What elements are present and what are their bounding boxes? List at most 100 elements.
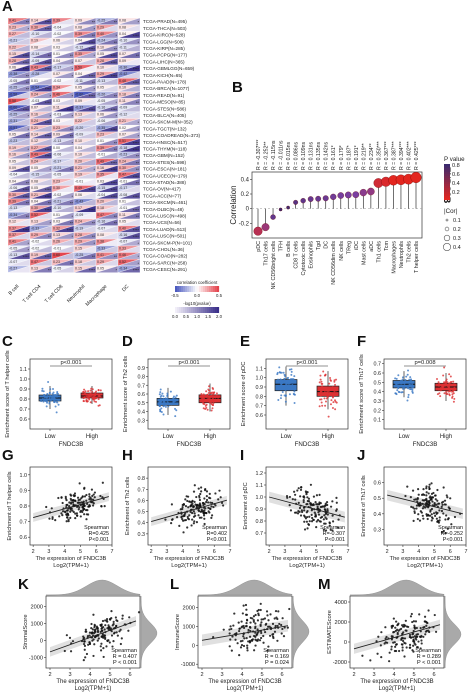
data-point <box>94 630 97 633</box>
data-point <box>200 508 203 511</box>
data-point <box>315 503 318 506</box>
data-point <box>443 499 447 502</box>
data-point <box>273 617 276 620</box>
heatmap-value-label: 0.27 <box>31 146 38 150</box>
legend-color-step <box>193 307 196 313</box>
data-point <box>428 485 431 489</box>
data-point <box>425 624 428 627</box>
correlation-annotation: R = 0.234** <box>369 143 375 170</box>
data-point <box>269 613 272 616</box>
heatmap-value-label: 0.29 <box>97 260 104 264</box>
heatmap-significance-stars: ** <box>136 167 140 172</box>
heatmap-value-label: -0.13 <box>53 139 61 143</box>
heatmap-value-label: 0.05 <box>97 86 104 90</box>
cancer-type-label: TCGA-ACC(N=77) <box>143 193 182 198</box>
plot-frame <box>147 466 231 546</box>
data-point <box>279 378 282 381</box>
data-point <box>212 636 215 639</box>
data-point <box>432 512 436 515</box>
data-point <box>56 390 59 393</box>
marginal-density-x <box>349 579 445 596</box>
y-tick-label: 0.5 <box>138 401 146 407</box>
cancer-type-label: TCGA-BLCA(N=405) <box>143 113 186 118</box>
heatmap-significance-stars: * <box>27 26 29 31</box>
data-point <box>320 515 324 519</box>
data-point <box>425 514 429 517</box>
data-point <box>211 400 214 403</box>
data-point <box>197 504 200 507</box>
y-tick-label: 1.0 <box>256 376 264 382</box>
cell-type-label: Macrophages <box>391 241 397 274</box>
y-tick-label: 0.7 <box>374 362 382 368</box>
data-point <box>85 499 88 502</box>
heatmap-significance-stars: ** <box>48 268 52 273</box>
correlation-stat: Spearman <box>84 525 109 531</box>
data-point <box>407 387 410 390</box>
heatmap-significance-stars: ** <box>136 154 140 159</box>
data-point <box>290 373 293 376</box>
heatmap-significance-stars: ** <box>92 33 96 38</box>
p-value-label: p<0.001 <box>178 360 199 366</box>
data-point <box>245 637 248 640</box>
data-point <box>324 373 327 376</box>
data-point <box>412 620 416 623</box>
data-point <box>411 380 414 383</box>
legend-size-circle <box>445 218 449 222</box>
data-point <box>416 646 419 649</box>
heatmap-value-label: 0.13 <box>75 112 82 116</box>
data-point <box>230 649 233 652</box>
data-point <box>276 624 279 628</box>
data-point <box>425 485 428 488</box>
heatmap-value-label: -0.35 <box>97 126 105 130</box>
data-point <box>91 504 95 507</box>
data-point <box>306 515 309 519</box>
data-point <box>96 393 99 396</box>
heatmap-value-label: -0.17 <box>119 186 127 190</box>
data-point <box>400 643 403 646</box>
data-point <box>228 628 231 631</box>
heatmap-value-label: 0.29 <box>31 233 38 237</box>
y-tick-label: 0.9 <box>256 385 264 391</box>
heatmap-value-label: -0.04 <box>97 193 105 197</box>
data-point <box>426 517 429 521</box>
data-point <box>437 502 440 505</box>
data-point <box>296 512 300 515</box>
data-point <box>446 527 449 530</box>
data-point <box>220 501 224 504</box>
data-point <box>208 397 211 400</box>
data-point <box>76 501 79 504</box>
data-point <box>422 635 425 638</box>
data-point <box>394 377 397 380</box>
heatmap-value-label: 0.41 <box>9 19 16 23</box>
data-point <box>452 400 455 403</box>
heatmap-significance-stars: **** <box>23 67 30 72</box>
data-point <box>260 618 263 621</box>
data-point <box>110 610 113 613</box>
legend-tick: 0.5 <box>183 314 190 319</box>
heatmap-value-label: 0.39 <box>53 19 60 23</box>
x-tick-label: 4 <box>63 549 66 555</box>
data-point <box>406 399 409 402</box>
heatmap-value-label: -0.11 <box>75 79 83 83</box>
heatmap-significance-stars: **** <box>89 268 96 273</box>
immune-cell-label: T cell CD8 <box>44 284 65 305</box>
data-point <box>186 499 189 503</box>
data-point <box>243 637 246 640</box>
data-point <box>56 392 59 395</box>
data-point <box>200 392 203 395</box>
data-point <box>442 512 445 515</box>
data-point <box>207 392 210 395</box>
legend-color-step <box>444 166 450 169</box>
legend-tick: 0.8 <box>452 163 460 169</box>
data-point <box>325 500 329 504</box>
data-point <box>217 396 220 399</box>
data-point <box>412 632 415 635</box>
legend-color-step <box>444 174 450 177</box>
data-point <box>161 402 164 405</box>
heatmap-value-label: 0.39 <box>75 32 82 36</box>
data-point <box>166 399 169 402</box>
data-point <box>236 642 239 645</box>
heatmap-significance-stars: ** <box>70 261 74 266</box>
regression-line <box>151 499 227 523</box>
data-point <box>453 397 456 400</box>
